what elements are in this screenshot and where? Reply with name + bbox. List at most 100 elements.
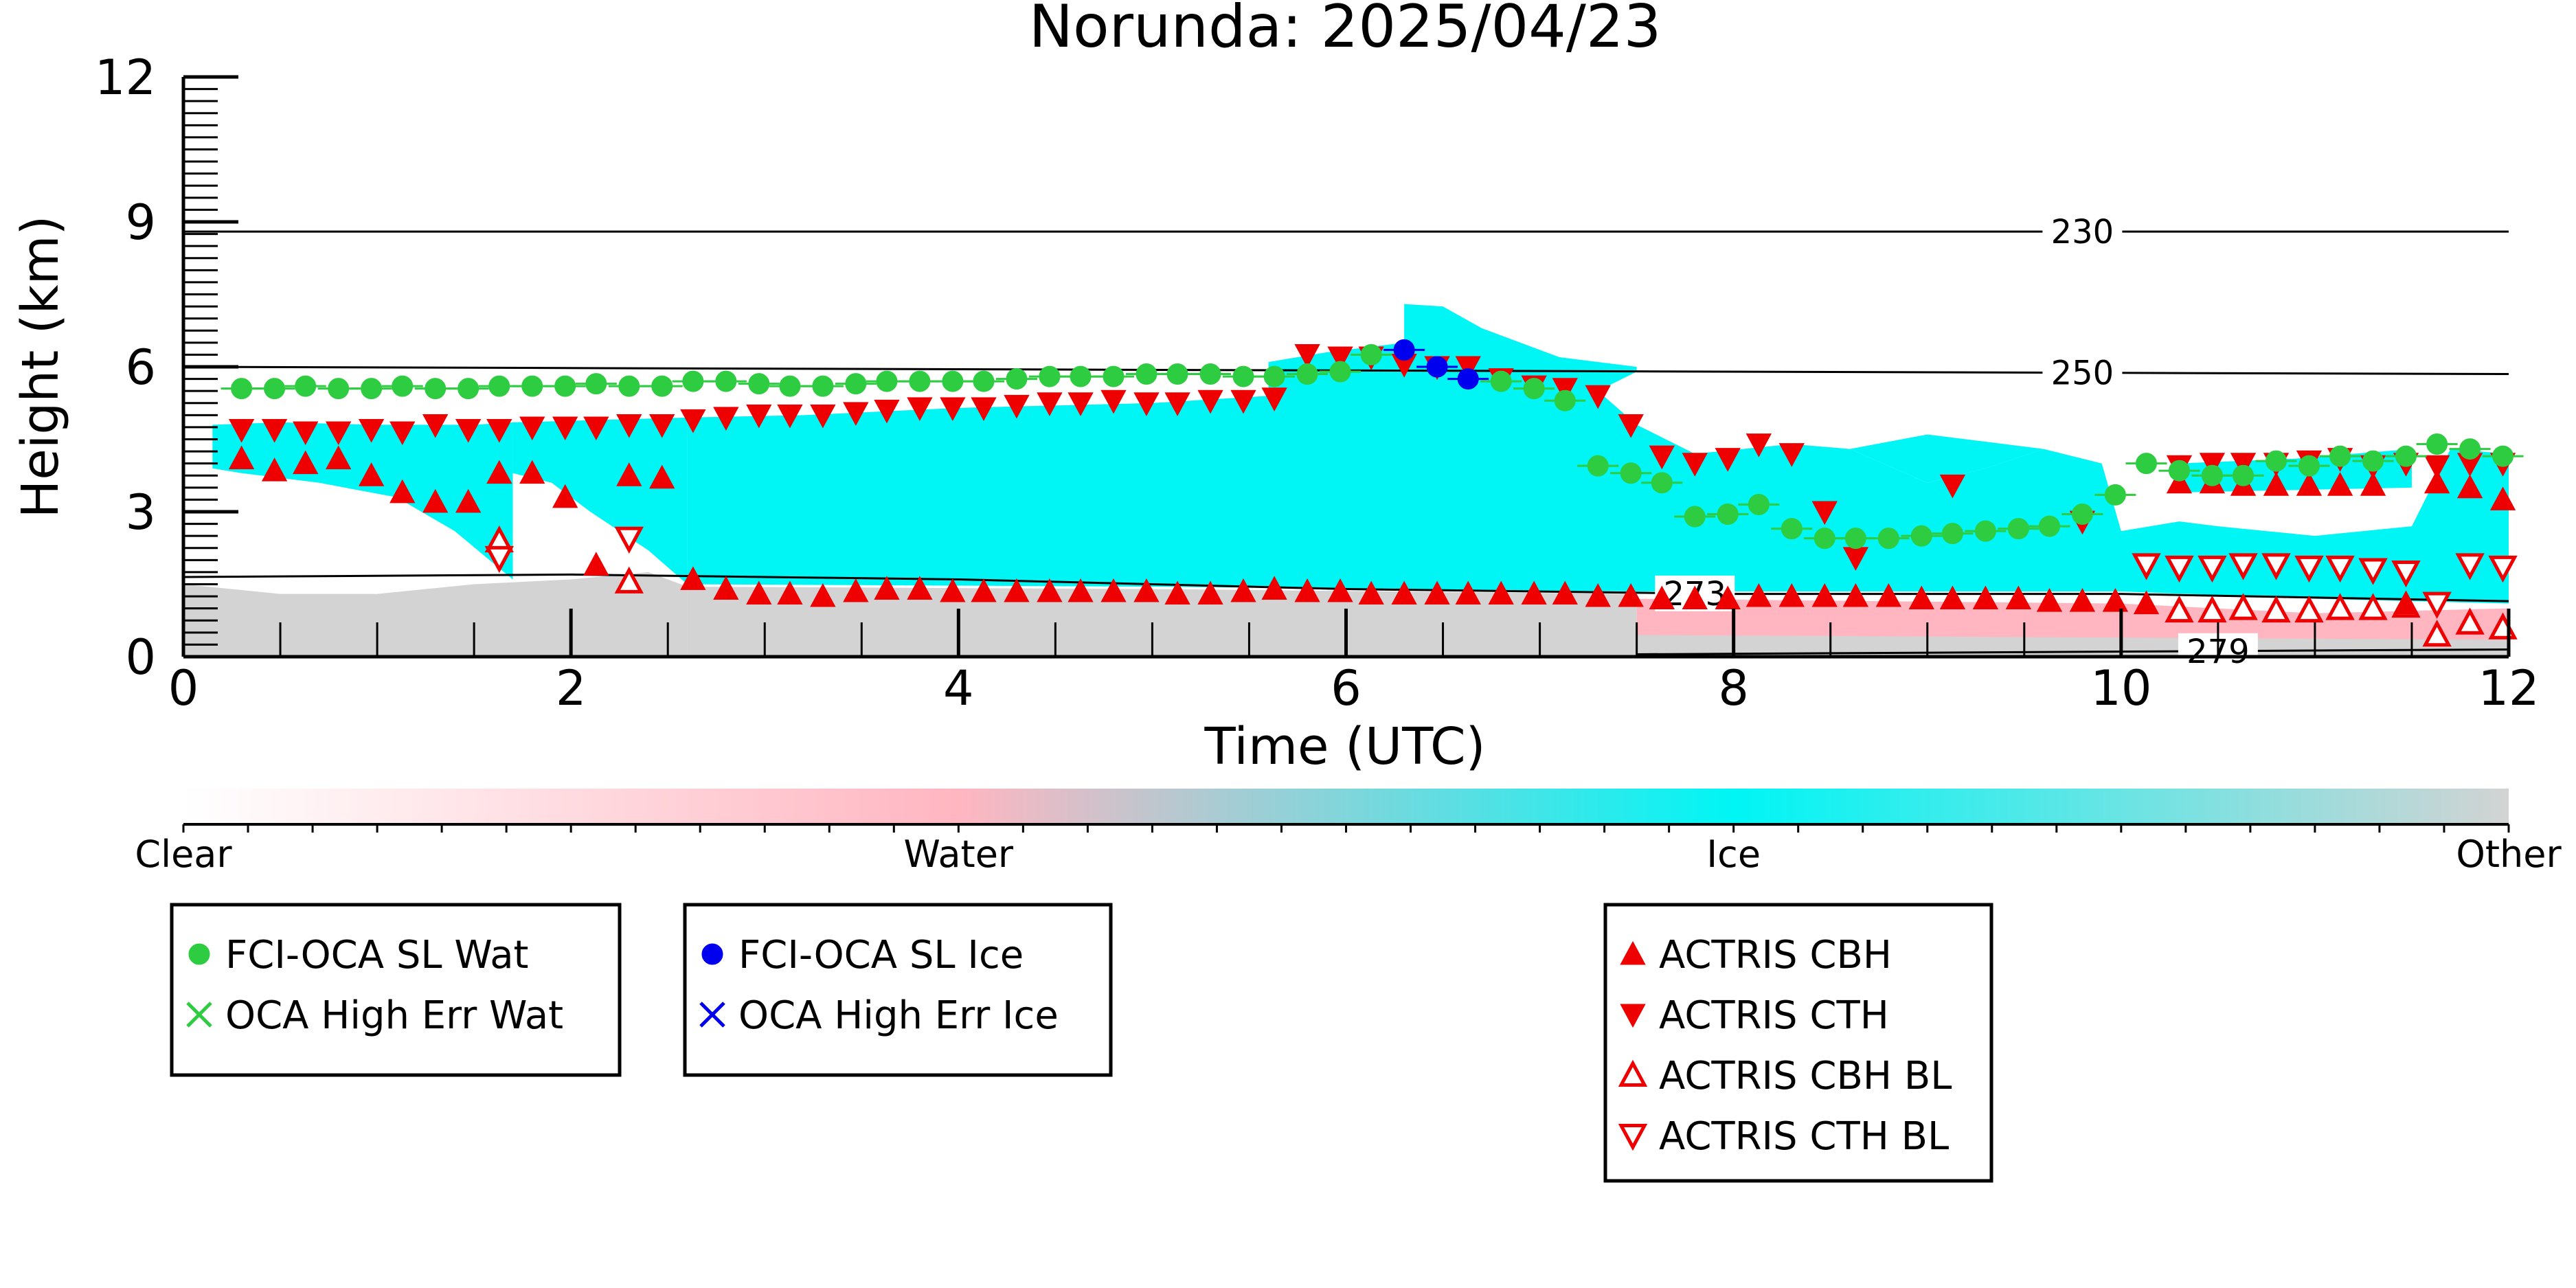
- legend-item: OCA High Err Wat: [186, 993, 563, 1038]
- data-point: [228, 445, 255, 470]
- data-point: [2038, 515, 2060, 537]
- data-point: [649, 464, 675, 489]
- data-point: [2261, 553, 2291, 580]
- data-point: [940, 578, 966, 602]
- isotherm-label: 250: [2051, 354, 2114, 393]
- data-point: [1358, 580, 1384, 605]
- data-point: [1618, 583, 1644, 607]
- data-point: [1910, 525, 1932, 547]
- series-group: [221, 343, 2524, 550]
- x-tick-label: 2: [556, 660, 587, 716]
- series-group: [1383, 339, 1489, 390]
- colorbar-labels: Clear Water Ice Other: [135, 833, 2562, 876]
- data-point: [261, 418, 288, 443]
- data-point: [651, 375, 673, 397]
- data-point: [907, 576, 933, 600]
- data-point: [713, 576, 739, 600]
- y-tick-label: 12: [95, 49, 156, 106]
- data-point: [2165, 595, 2194, 623]
- data-point: [425, 378, 447, 400]
- data-point: [2102, 588, 2129, 612]
- data-point: [2426, 433, 2448, 455]
- data-point: [1103, 365, 1125, 387]
- data-point: [2424, 469, 2450, 494]
- data-point: [2329, 445, 2351, 467]
- data-point: [389, 421, 416, 446]
- data-point: [1745, 433, 1772, 457]
- data-point: [2071, 504, 2093, 526]
- data-point: [777, 404, 803, 429]
- isotherm-label-bg: [2042, 214, 2123, 250]
- data-point: [1391, 580, 1417, 605]
- legend-frame: [170, 903, 622, 1077]
- data-point: [583, 416, 609, 441]
- data-point: [614, 566, 644, 594]
- data-point: [2197, 595, 2227, 623]
- data-point: [680, 409, 706, 433]
- data-point: [874, 399, 900, 424]
- data-point: [2489, 486, 2516, 510]
- data-point: [325, 445, 352, 470]
- data-point: [1875, 583, 1902, 607]
- data-point: [1521, 580, 1547, 605]
- data-point: [1651, 472, 1673, 494]
- legend-marker: [699, 1002, 725, 1028]
- cloud-region-water: [1636, 598, 2509, 640]
- legend-marker: [701, 943, 723, 965]
- data-point: [583, 552, 609, 576]
- chart-title: Norunda: 2025/04/23: [1029, 0, 1662, 61]
- data-point: [810, 404, 836, 429]
- data-point: [1197, 389, 1223, 414]
- data-point: [2201, 464, 2223, 486]
- data-point: [2007, 518, 2029, 540]
- data-point: [2455, 607, 2485, 635]
- data-point: [1620, 462, 1642, 484]
- cloud-region-ice: [212, 422, 513, 580]
- data-point: [874, 576, 900, 600]
- marker-stroke: [186, 1002, 212, 1028]
- data-point: [1748, 493, 1770, 515]
- x-tick-label: 4: [943, 660, 974, 716]
- data-point: [1039, 365, 1061, 387]
- data-point: [748, 373, 770, 395]
- data-point: [1261, 387, 1287, 411]
- legend-marker: [1620, 1004, 1646, 1028]
- x-tick-label: 0: [168, 660, 199, 716]
- data-point: [1360, 343, 1382, 365]
- colorbar-label: Clear: [135, 833, 232, 876]
- data-point: [1164, 580, 1190, 605]
- data-point: [1941, 523, 1963, 545]
- data-point: [2422, 620, 2452, 647]
- data-point: [1585, 583, 1611, 607]
- x-tick-labels: 0 2 4 6 8 10 12: [168, 660, 2540, 716]
- data-point: [1294, 578, 1320, 602]
- data-point: [389, 479, 416, 504]
- data-point: [293, 421, 319, 446]
- data-point: [1684, 506, 1706, 528]
- data-point: [1067, 578, 1094, 602]
- data-point: [2358, 593, 2388, 620]
- data-point: [261, 457, 288, 482]
- data-point: [2391, 560, 2421, 588]
- data-point: [2263, 472, 2290, 496]
- data-point: [1842, 583, 1869, 607]
- data-point: [1067, 392, 1094, 416]
- data-point: [361, 378, 383, 400]
- data-point: [455, 418, 482, 443]
- data-point: [1745, 583, 1772, 607]
- data-point: [2294, 555, 2324, 583]
- legend-frame: [1603, 903, 1993, 1183]
- data-point: [2069, 588, 2096, 612]
- data-point: [973, 370, 995, 392]
- isotherm-line: [1636, 648, 2509, 655]
- data-point: [392, 375, 414, 397]
- data-point: [358, 462, 385, 486]
- data-point: [777, 580, 803, 605]
- data-point: [2104, 484, 2126, 506]
- data-point: [1715, 585, 1741, 610]
- colorbar: Clear Water Ice Other: [135, 789, 2562, 876]
- data-point: [486, 460, 512, 484]
- data-point: [843, 402, 869, 426]
- data-point: [554, 375, 576, 397]
- legend-item: ACTRIS CTH BL: [1618, 1114, 1949, 1159]
